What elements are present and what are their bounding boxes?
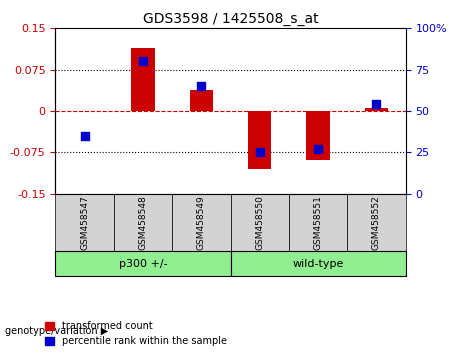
Bar: [131, 47, 154, 111]
FancyBboxPatch shape: [55, 251, 230, 276]
Point: [314, 146, 322, 152]
Text: p300 +/-: p300 +/-: [118, 259, 167, 269]
Legend: transformed count, percentile rank within the sample: transformed count, percentile rank withi…: [42, 319, 230, 349]
Text: GSM458551: GSM458551: [313, 195, 323, 250]
Title: GDS3598 / 1425508_s_at: GDS3598 / 1425508_s_at: [143, 12, 318, 26]
Point: [198, 83, 205, 89]
Text: genotype/variation ▶: genotype/variation ▶: [5, 326, 108, 336]
Point: [373, 102, 380, 107]
Text: GSM458548: GSM458548: [138, 195, 148, 250]
Point: [256, 149, 263, 155]
Bar: [307, 111, 330, 160]
FancyBboxPatch shape: [55, 194, 114, 251]
Text: GSM458549: GSM458549: [197, 195, 206, 250]
Bar: [365, 108, 388, 111]
FancyBboxPatch shape: [230, 251, 406, 276]
Bar: [189, 90, 213, 111]
Point: [81, 133, 88, 138]
FancyBboxPatch shape: [289, 194, 347, 251]
FancyBboxPatch shape: [114, 194, 172, 251]
Point: [139, 58, 147, 64]
FancyBboxPatch shape: [172, 194, 230, 251]
Text: GSM458552: GSM458552: [372, 195, 381, 250]
FancyBboxPatch shape: [347, 194, 406, 251]
FancyBboxPatch shape: [230, 194, 289, 251]
Text: wild-type: wild-type: [292, 259, 344, 269]
Bar: [248, 111, 272, 169]
Text: GSM458550: GSM458550: [255, 195, 264, 250]
Text: GSM458547: GSM458547: [80, 195, 89, 250]
